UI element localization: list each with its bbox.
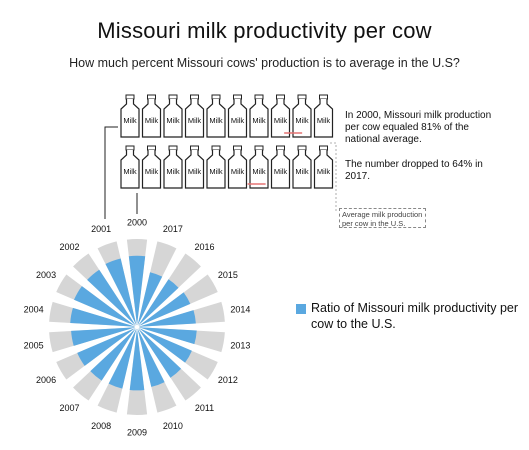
milk-bottle-icon: Milk [120,94,140,138]
milk-bottle-label: Milk [231,167,245,176]
missouri-ratio-bar [105,258,137,326]
milk-bottle-label: Milk [252,167,266,176]
milk-bottle-label: Milk [166,167,180,176]
milk-bottle-icon: Milk [163,94,183,138]
year-label: 2009 [127,428,147,438]
milk-bottle-label: Milk [317,167,331,176]
milk-bottle-icon: Milk [292,94,312,138]
missouri-ratio-bar [137,328,165,387]
year-label: 2003 [36,270,56,280]
year-label: 2002 [59,242,79,252]
missouri-ratio-bar [138,279,179,326]
missouri-ratio-bar [128,255,146,326]
year-label: 2000 [127,218,147,228]
milk-bottle-icon: Milk [227,94,248,138]
milk-bottle-icon: Milk [227,145,248,189]
milk-bottle-label: Milk [188,167,202,176]
milk-bottle-label: Milk [188,116,202,125]
chart-legend: Ratio of Missouri milk productivity per … [296,300,521,332]
connector-2000 [104,126,118,219]
milk-bottle-icon: Milk [141,94,162,138]
missouri-ratio-bar [77,327,136,366]
average-leader [330,142,337,212]
milk-bottle-label: Milk [166,116,180,125]
milk-bottle-icon: Milk [120,145,140,189]
milk-bottle-icon: Milk [270,145,291,189]
milk-bottle-label: Milk [295,167,309,176]
milk-bottle-label: Milk [252,116,266,125]
missouri-ratio-bar [108,328,137,389]
year-label: 2008 [91,421,111,431]
year-label: 2007 [59,403,79,413]
note-2000: In 2000, Missouri milk production per co… [345,110,492,145]
milk-bottle-label: Milk [231,116,245,125]
year-label: 2006 [36,375,56,385]
milk-bottle-label: Milk [209,116,223,125]
missouri-ratio-bar [137,272,163,326]
chart-subtitle: How much percent Missouri cows' producti… [69,56,460,70]
milk-bottle-icon: Milk [249,145,269,189]
year-label: 2014 [230,304,250,314]
milk-bottle-icon: Milk [270,94,291,138]
year-label: 2001 [91,224,111,234]
milk-bottle-icon: Milk [292,145,312,189]
milk-bottle-label: Milk [274,116,288,125]
missouri-ratio-bar [74,286,136,327]
missouri-ratio-bar [138,327,192,363]
missouri-ratio-bar [87,269,136,326]
year-label: 2013 [230,341,250,351]
chart-title: Missouri milk productivity per cow [97,18,432,43]
year-label: 2004 [24,304,44,314]
missouri-ratio-bar [138,328,182,378]
missouri-ratio-bar [70,307,136,327]
year-label: 2017 [163,224,183,234]
milk-bottle-icon: Milk [313,145,334,189]
legend-label: Ratio of Missouri milk productivity per … [311,301,519,331]
milk-bottle-icon: Milk [249,94,269,138]
milk-bottle-label: Milk [145,167,159,176]
milk-bottle-label: Milk [317,116,331,125]
missouri-ratio-bar [90,328,136,381]
milk-bottle-label: Milk [295,116,309,125]
legend-swatch-missouri [296,304,306,314]
missouri-ratio-bar [138,327,197,345]
milk-bottle-icon: Milk [184,145,205,189]
milk-bottle-icon: Milk [206,145,226,189]
missouri-ratio-bar [71,327,136,346]
missouri-ratio-bar [138,310,196,327]
milk-bottle-label: Milk [209,167,223,176]
milk-bottle-label: Milk [145,116,159,125]
missouri-ratio-bar [138,292,191,327]
milk-bottle-icon: Milk [313,94,334,138]
milk-bottle-label: Milk [274,167,288,176]
missouri-ratio-bar [129,328,145,391]
year-label: 2005 [24,341,44,351]
milk-bottle-icon: Milk [163,145,183,189]
year-label: 2011 [195,403,214,413]
milk-bottle-label: Milk [123,116,137,125]
year-label: 2010 [163,421,183,431]
milk-bottle-icon: Milk [141,145,162,189]
note-2017: The number dropped to 64% in 2017. [345,159,483,182]
average-production-label: Average milk production per cow in the U… [339,208,426,228]
year-label: 2015 [218,270,238,280]
milk-bottle-icon: Milk [184,94,205,138]
milk-bottle-label: Milk [123,167,137,176]
year-label: 2012 [218,375,238,385]
year-label: 2016 [194,242,214,252]
milk-bottle-icon: Milk [206,94,226,138]
